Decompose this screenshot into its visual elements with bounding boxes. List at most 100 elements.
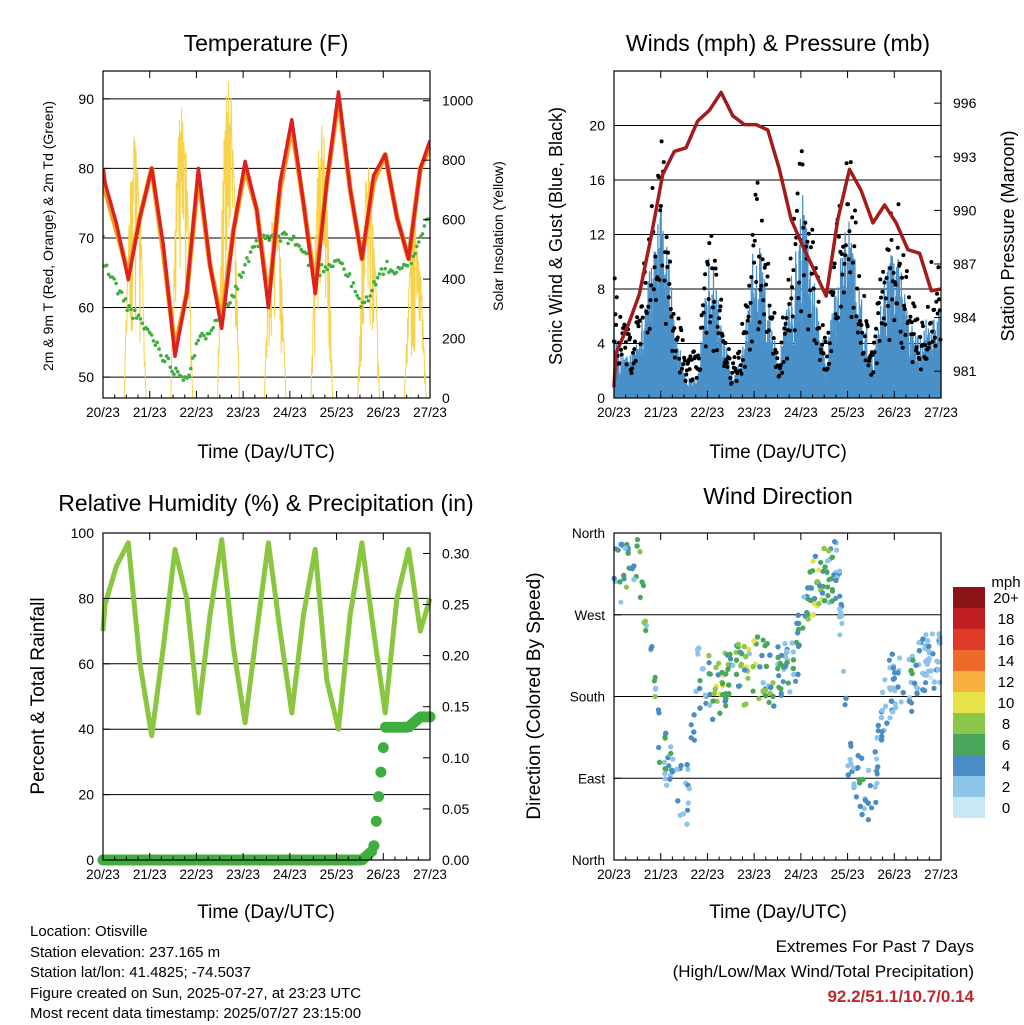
dewpoint-point <box>366 299 371 303</box>
humidity-ytick-label: 20 <box>78 787 94 803</box>
temperature-title: Temperature (F) <box>184 30 349 56</box>
dewpoint-point <box>342 267 346 271</box>
humidity-xtick-label: 26/23 <box>366 867 400 882</box>
gust-point <box>787 328 792 333</box>
dewpoint-point <box>422 224 427 228</box>
direction-point <box>717 710 723 716</box>
gust-point <box>734 379 739 383</box>
dewpoint-point <box>106 272 111 277</box>
gust-point <box>918 335 923 339</box>
gust-point <box>727 356 732 361</box>
gust-point <box>935 311 940 316</box>
direction-point <box>825 558 831 564</box>
direction-point <box>790 649 796 655</box>
direction-point <box>906 698 913 704</box>
temperature-ytick-right-label: 0 <box>442 390 450 406</box>
gust-point <box>748 300 753 305</box>
dewpoint-point <box>140 321 144 326</box>
gust-point <box>921 324 925 329</box>
extremes-box: Extremes For Past 7 Days (High/Low/Max W… <box>673 934 974 1009</box>
direction-point <box>790 657 797 663</box>
direction-point <box>656 744 662 751</box>
gust-point <box>701 310 706 315</box>
direction-point <box>736 683 742 689</box>
legend-swatch <box>953 755 985 776</box>
direction-point <box>873 799 879 806</box>
direction-point <box>909 653 916 659</box>
dewpoint-point <box>304 251 309 256</box>
precip-point <box>370 815 382 827</box>
gust-point <box>683 378 688 383</box>
gust-point <box>663 321 668 326</box>
gust-point <box>881 269 886 274</box>
direction-point <box>914 691 920 697</box>
gust-point <box>656 175 661 180</box>
gust-point <box>934 299 939 304</box>
direction-point <box>920 687 926 693</box>
gust-point <box>633 358 638 363</box>
winds-xlabel: Time (Day/UTC) <box>709 442 847 463</box>
direction-point <box>726 682 732 688</box>
precip-point <box>375 766 387 778</box>
gust-point <box>745 318 750 323</box>
direction-point <box>700 666 706 672</box>
gust-point <box>836 234 841 239</box>
direction-point <box>816 601 822 607</box>
gust-point <box>806 327 811 332</box>
dewpoint-point <box>245 256 249 260</box>
gust-point <box>806 231 811 236</box>
direction-point <box>794 620 800 626</box>
direction-point <box>751 638 757 644</box>
gust-point <box>744 330 749 335</box>
direction-point <box>805 616 811 622</box>
humidity-ytick-label: 40 <box>78 721 94 737</box>
gust-point <box>630 350 635 355</box>
direction-point <box>872 749 878 755</box>
gust-point <box>770 315 775 320</box>
direction-point <box>923 680 929 686</box>
gust-point <box>640 304 644 309</box>
direction-point <box>706 660 712 666</box>
gust-point <box>848 270 853 275</box>
dewpoint-point <box>153 343 158 348</box>
direction-point <box>888 698 895 704</box>
direction-point <box>746 646 752 652</box>
dewpoint-point <box>289 237 294 242</box>
gust-point <box>717 316 722 321</box>
direction-point <box>776 673 782 679</box>
gust-point <box>779 340 784 345</box>
direction-point <box>757 664 763 670</box>
gust-point <box>705 262 710 267</box>
dewpoint-point <box>179 374 184 379</box>
gust-point <box>677 370 682 375</box>
gust-point <box>635 315 640 320</box>
dewpoint-point <box>357 296 361 301</box>
dewpoint-point <box>415 244 419 249</box>
direction-point <box>925 638 931 644</box>
gust-point <box>846 202 850 207</box>
direction-title: Wind Direction <box>703 483 853 509</box>
gust-point <box>932 307 937 312</box>
dewpoint-point <box>138 317 143 321</box>
direction-point <box>910 657 916 663</box>
direction-point <box>916 640 922 646</box>
legend-swatch <box>953 734 985 755</box>
direction-point <box>707 691 713 697</box>
gust-point <box>900 275 904 280</box>
dewpoint-point <box>196 338 201 343</box>
gust-point <box>886 304 890 308</box>
gust-point <box>675 335 680 340</box>
gust-point <box>751 243 756 248</box>
gust-point <box>661 160 666 165</box>
dewpoint-point <box>198 334 202 339</box>
direction-point <box>713 664 719 671</box>
gust-point <box>808 245 813 250</box>
dewpoint-point <box>267 238 272 242</box>
gust-point <box>669 314 674 319</box>
dewpoint-point <box>306 263 311 268</box>
direction-point <box>685 800 691 806</box>
gust-point <box>818 358 822 362</box>
gust-point <box>644 311 649 315</box>
gust-point <box>747 283 752 288</box>
direction-point <box>707 702 713 708</box>
